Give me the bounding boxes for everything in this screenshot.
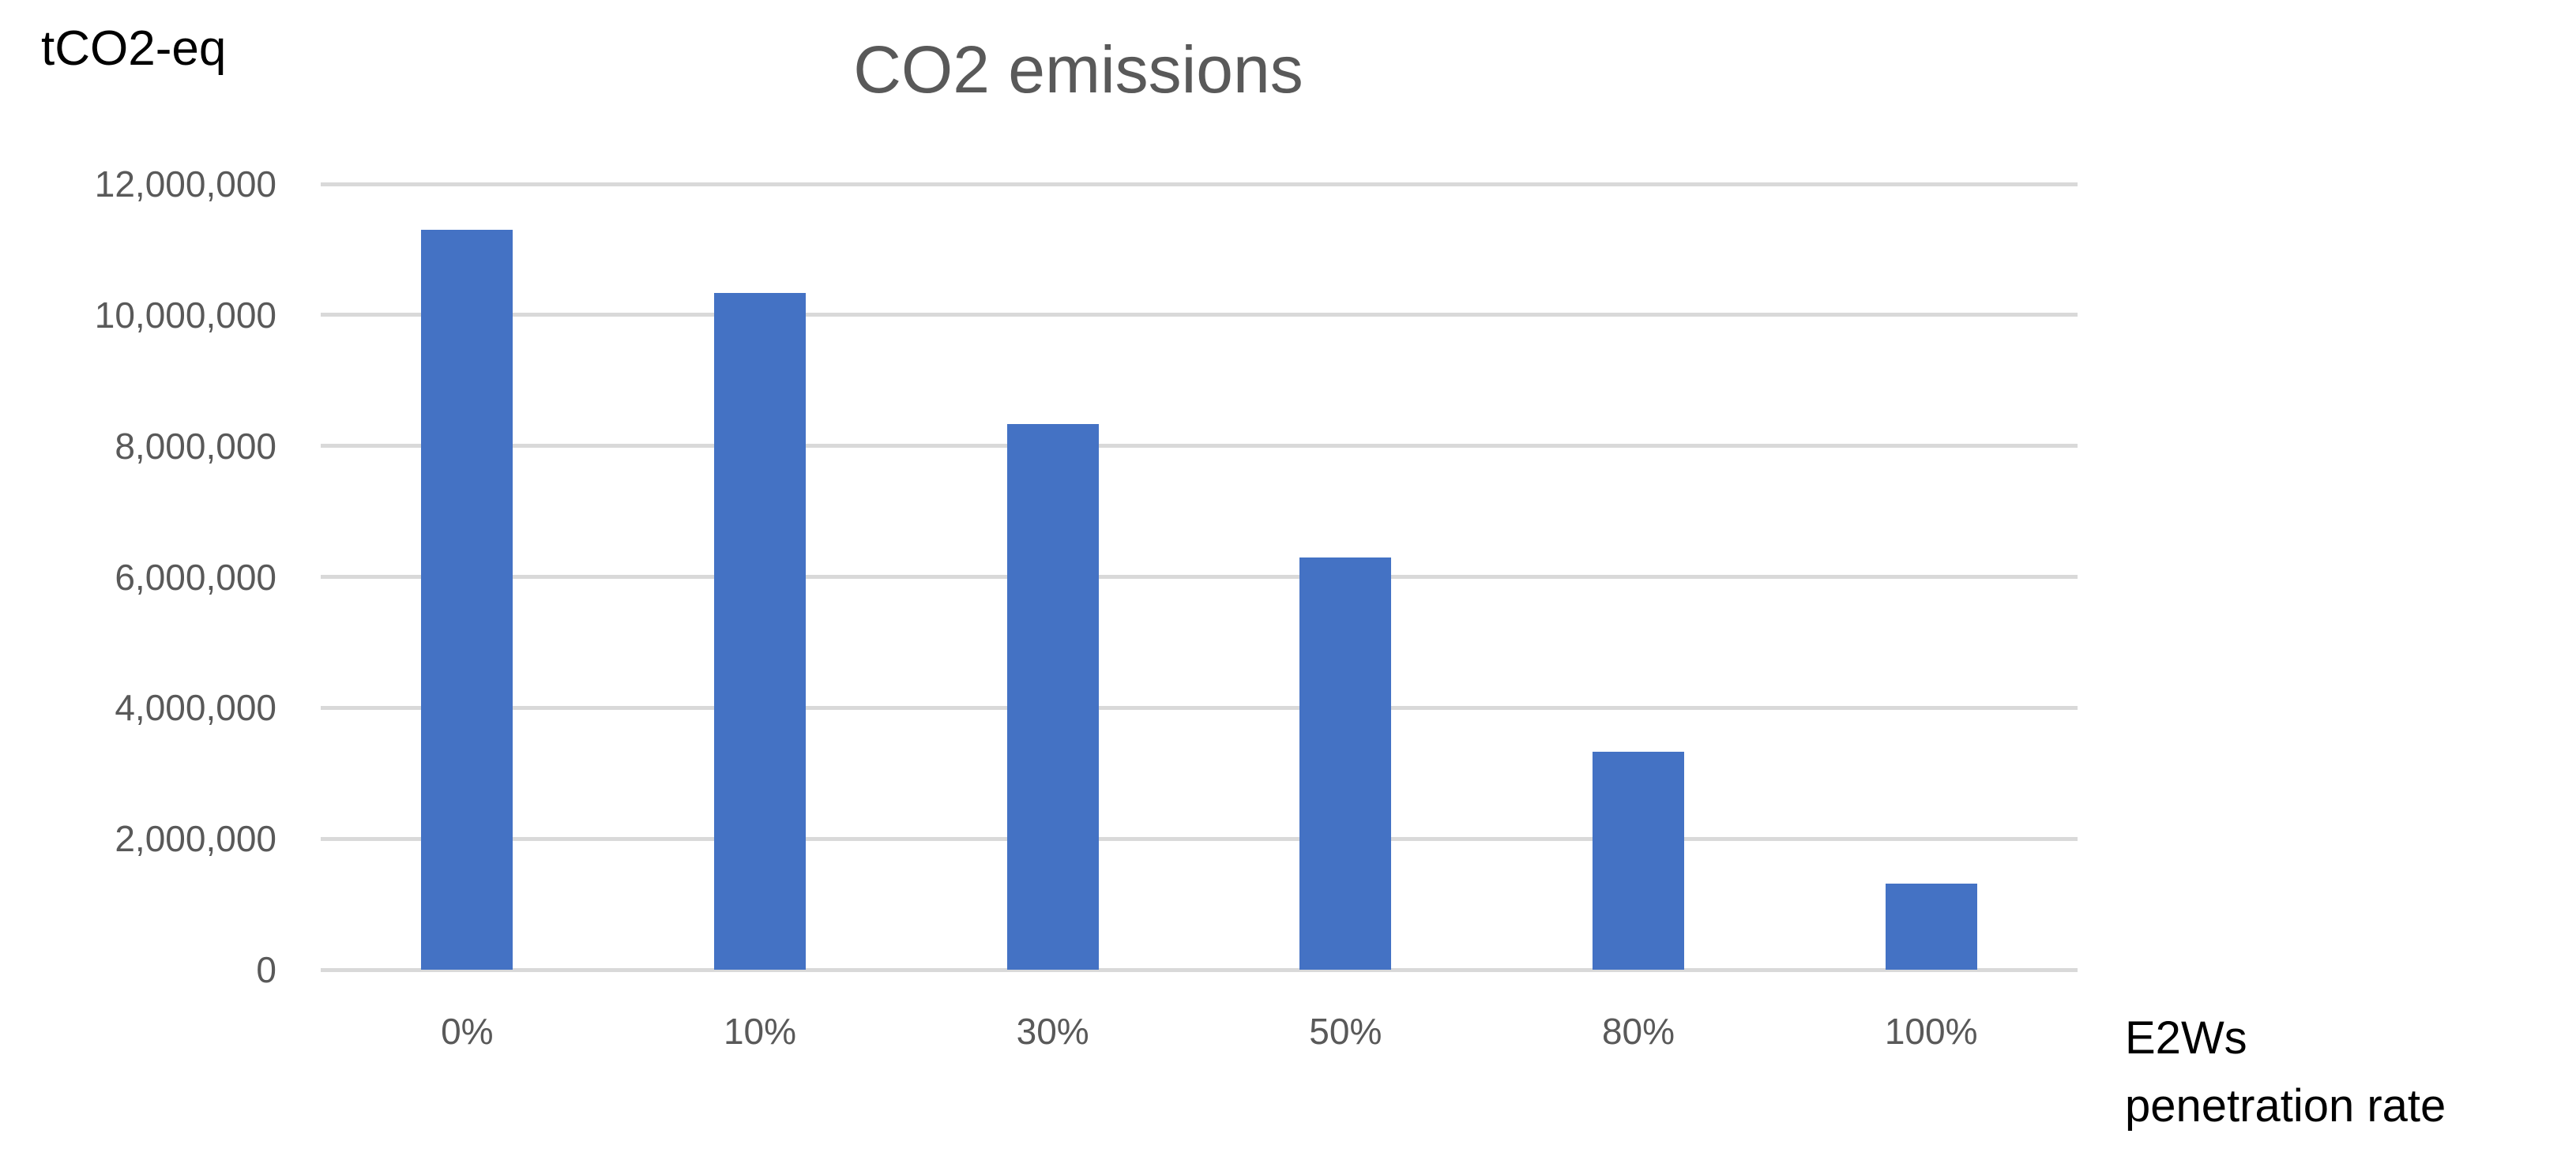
bar-10%: [714, 292, 806, 970]
x-tick-label-10%: 10%: [723, 1011, 797, 1052]
y-tick-label-2,000,000: 2,000,000: [115, 818, 276, 860]
gridline-0: [321, 967, 2078, 972]
bar-80%: [1593, 751, 1684, 970]
bar-0%: [421, 230, 513, 970]
y-tick-label-4,000,000: 4,000,000: [115, 687, 276, 729]
gridline-6,000,000: [321, 575, 2078, 579]
bar-100%: [1885, 884, 1977, 970]
y-tick-label-12,000,000: 12,000,000: [94, 163, 276, 205]
x-tick-label-80%: 80%: [1601, 1011, 1675, 1052]
gridline-4,000,000: [321, 705, 2078, 710]
x-tick-label-0%: 0%: [441, 1011, 494, 1052]
x-tick-label-30%: 30%: [1016, 1011, 1089, 1052]
plot-area: [321, 182, 2078, 972]
x-axis-title-line1: E2Ws: [2125, 1012, 2247, 1064]
x-axis-title-line2: penetration rate: [2125, 1080, 2446, 1132]
gridline-8,000,000: [321, 444, 2078, 449]
gridline-10,000,000: [321, 313, 2078, 317]
x-tick-label-100%: 100%: [1884, 1011, 1978, 1052]
chart-title: CO2 emissions: [853, 32, 1303, 107]
x-axis-title: E2Ws penetration rate: [2125, 1004, 2446, 1140]
y-axis-unit-label: tCO2-eq: [41, 21, 227, 76]
y-tick-label-0: 0: [256, 949, 276, 990]
gridline-12,000,000: [321, 182, 2078, 186]
bar-50%: [1299, 557, 1392, 970]
y-tick-label-10,000,000: 10,000,000: [94, 294, 276, 336]
bar-30%: [1006, 424, 1099, 970]
y-tick-label-6,000,000: 6,000,000: [115, 556, 276, 598]
gridline-2,000,000: [321, 836, 2078, 841]
y-tick-label-8,000,000: 8,000,000: [115, 425, 276, 467]
x-tick-label-50%: 50%: [1309, 1011, 1382, 1052]
